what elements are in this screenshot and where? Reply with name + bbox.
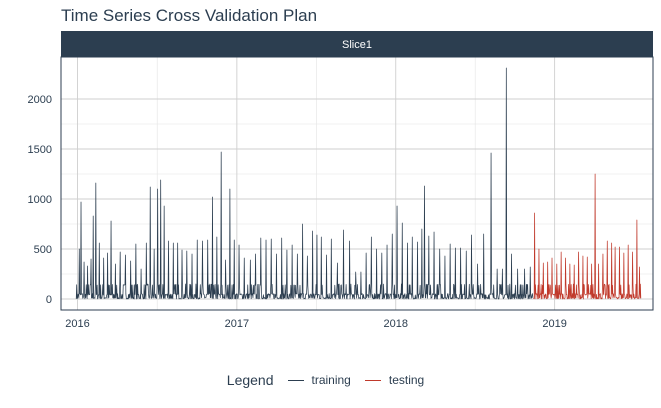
y-tick-label: 1000 — [28, 194, 52, 206]
y-tick-label: 2000 — [28, 94, 52, 106]
plot-border — [60, 56, 654, 311]
x-tick-label: 2019 — [542, 318, 566, 330]
x-tick-label: 2017 — [225, 318, 249, 330]
x-tick-label: 2018 — [383, 318, 407, 330]
x-tick-label: 2016 — [65, 318, 89, 330]
chart-title: Time Series Cross Validation Plan — [61, 6, 318, 25]
legend: Legend training testing — [0, 372, 661, 388]
legend-key-training — [287, 379, 304, 381]
strip-background — [61, 31, 653, 57]
series-line-testing — [533, 173, 642, 300]
legend-key-testing — [364, 379, 381, 381]
series-line-training — [75, 67, 534, 300]
y-tick-label: 500 — [34, 244, 52, 256]
legend-label-testing: testing — [388, 373, 425, 387]
y-tick-label: 0 — [46, 294, 52, 306]
legend-entry-training: training — [284, 373, 351, 387]
legend-entry-testing: testing — [361, 373, 424, 387]
axis-layer: 0 500 1000 1500 2000 2016 2017 2018 2019 — [28, 94, 567, 330]
legend-title: Legend — [226, 372, 274, 388]
legend-label-training: training — [311, 373, 351, 387]
y-tick-label: 1500 — [28, 144, 52, 156]
strip-label: Slice1 — [342, 39, 372, 51]
series-layer — [75, 67, 642, 300]
